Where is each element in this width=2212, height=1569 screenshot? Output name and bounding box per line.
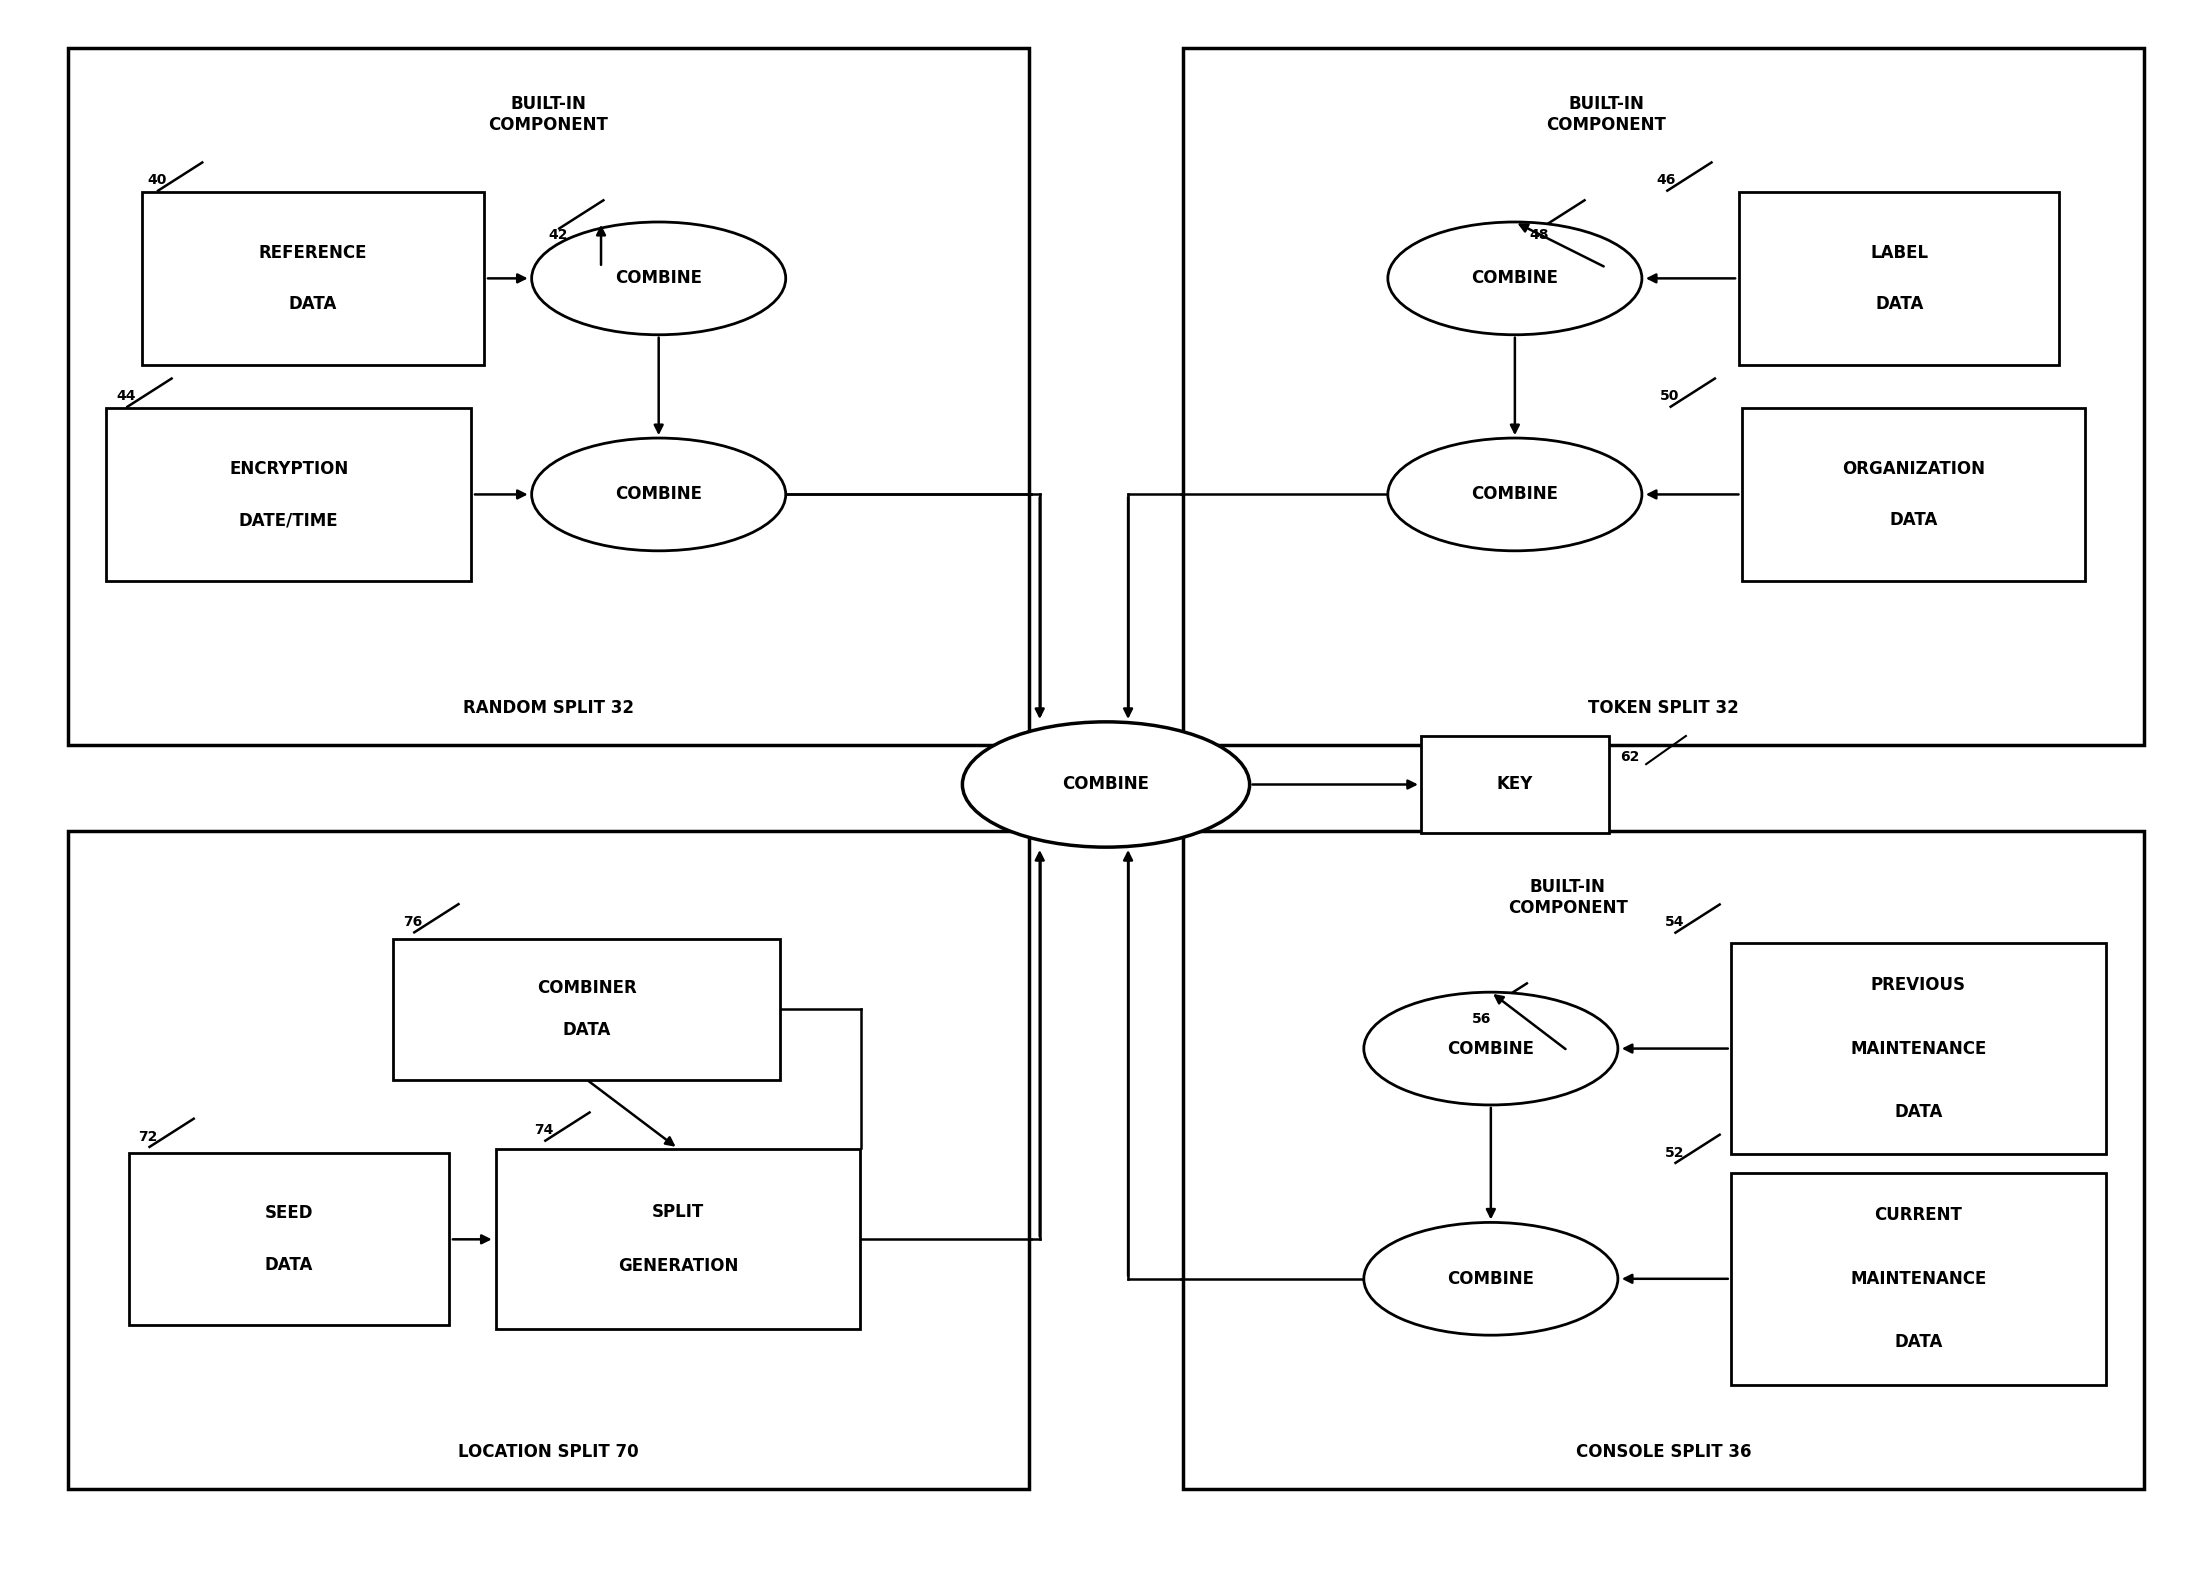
Text: MAINTENANCE: MAINTENANCE [1849, 1269, 1986, 1288]
Text: SEED: SEED [265, 1205, 312, 1222]
Text: BUILT-IN
COMPONENT: BUILT-IN COMPONENT [489, 96, 608, 135]
Text: DATA: DATA [1876, 295, 1924, 314]
Text: CONSOLE SPLIT 36: CONSOLE SPLIT 36 [1577, 1443, 1752, 1461]
Ellipse shape [531, 221, 785, 334]
Text: CURRENT: CURRENT [1874, 1207, 1962, 1224]
Text: ORGANIZATION: ORGANIZATION [1843, 460, 1984, 477]
Text: 52: 52 [1663, 1145, 1683, 1159]
FancyBboxPatch shape [1420, 736, 1608, 833]
Text: MAINTENANCE: MAINTENANCE [1849, 1040, 1986, 1058]
FancyBboxPatch shape [1743, 408, 2086, 581]
Text: 46: 46 [1657, 174, 1677, 187]
Text: COMBINE: COMBINE [1062, 775, 1150, 794]
Text: COMBINE: COMBINE [1447, 1269, 1535, 1288]
FancyBboxPatch shape [128, 1153, 449, 1326]
Ellipse shape [1365, 1222, 1617, 1335]
FancyBboxPatch shape [69, 832, 1029, 1489]
Text: 50: 50 [1659, 389, 1679, 403]
Text: DATA: DATA [1889, 511, 1938, 529]
FancyBboxPatch shape [1730, 1174, 2106, 1384]
FancyBboxPatch shape [1739, 193, 2059, 364]
FancyBboxPatch shape [1183, 832, 2143, 1489]
FancyBboxPatch shape [106, 408, 471, 581]
Text: 74: 74 [535, 1123, 553, 1138]
Text: COMBINER: COMBINER [538, 979, 637, 996]
Text: 42: 42 [549, 229, 568, 243]
Text: BUILT-IN
COMPONENT: BUILT-IN COMPONENT [1546, 96, 1666, 135]
FancyBboxPatch shape [142, 193, 484, 364]
FancyBboxPatch shape [394, 938, 781, 1079]
Text: RANDOM SPLIT 32: RANDOM SPLIT 32 [462, 700, 633, 717]
Ellipse shape [1387, 221, 1641, 334]
Text: DATA: DATA [1893, 1103, 1942, 1120]
Text: 40: 40 [146, 174, 166, 187]
Text: DATA: DATA [288, 295, 336, 314]
Text: TOKEN SPLIT 32: TOKEN SPLIT 32 [1588, 700, 1739, 717]
Text: 62: 62 [1619, 750, 1639, 764]
FancyBboxPatch shape [69, 49, 1029, 745]
Text: 44: 44 [117, 389, 135, 403]
Text: 48: 48 [1528, 229, 1548, 243]
Text: 72: 72 [139, 1130, 157, 1144]
Text: LOCATION SPLIT 70: LOCATION SPLIT 70 [458, 1443, 639, 1461]
Text: DATE/TIME: DATE/TIME [239, 511, 338, 529]
FancyBboxPatch shape [1183, 49, 2143, 745]
Ellipse shape [1387, 438, 1641, 551]
Text: LABEL: LABEL [1869, 243, 1929, 262]
Text: ENCRYPTION: ENCRYPTION [230, 460, 347, 477]
Text: COMBINE: COMBINE [1471, 270, 1559, 287]
Text: PREVIOUS: PREVIOUS [1871, 976, 1966, 995]
FancyBboxPatch shape [495, 1149, 860, 1329]
Text: DATA: DATA [1893, 1334, 1942, 1351]
Ellipse shape [531, 438, 785, 551]
Text: COMBINE: COMBINE [1447, 1040, 1535, 1058]
Text: 76: 76 [403, 915, 422, 929]
Text: COMBINE: COMBINE [615, 270, 701, 287]
Text: REFERENCE: REFERENCE [259, 243, 367, 262]
Text: 56: 56 [1471, 1012, 1491, 1026]
Text: DATA: DATA [265, 1257, 312, 1274]
Ellipse shape [962, 722, 1250, 847]
FancyBboxPatch shape [1730, 943, 2106, 1155]
Text: DATA: DATA [562, 1021, 611, 1039]
Text: COMBINE: COMBINE [615, 485, 701, 504]
Ellipse shape [1365, 992, 1617, 1105]
Text: 54: 54 [1663, 915, 1683, 929]
Text: KEY: KEY [1498, 775, 1533, 794]
Text: GENERATION: GENERATION [617, 1257, 739, 1276]
Text: COMBINE: COMBINE [1471, 485, 1559, 504]
Text: SPLIT: SPLIT [653, 1203, 703, 1221]
Text: BUILT-IN
COMPONENT: BUILT-IN COMPONENT [1509, 879, 1628, 918]
